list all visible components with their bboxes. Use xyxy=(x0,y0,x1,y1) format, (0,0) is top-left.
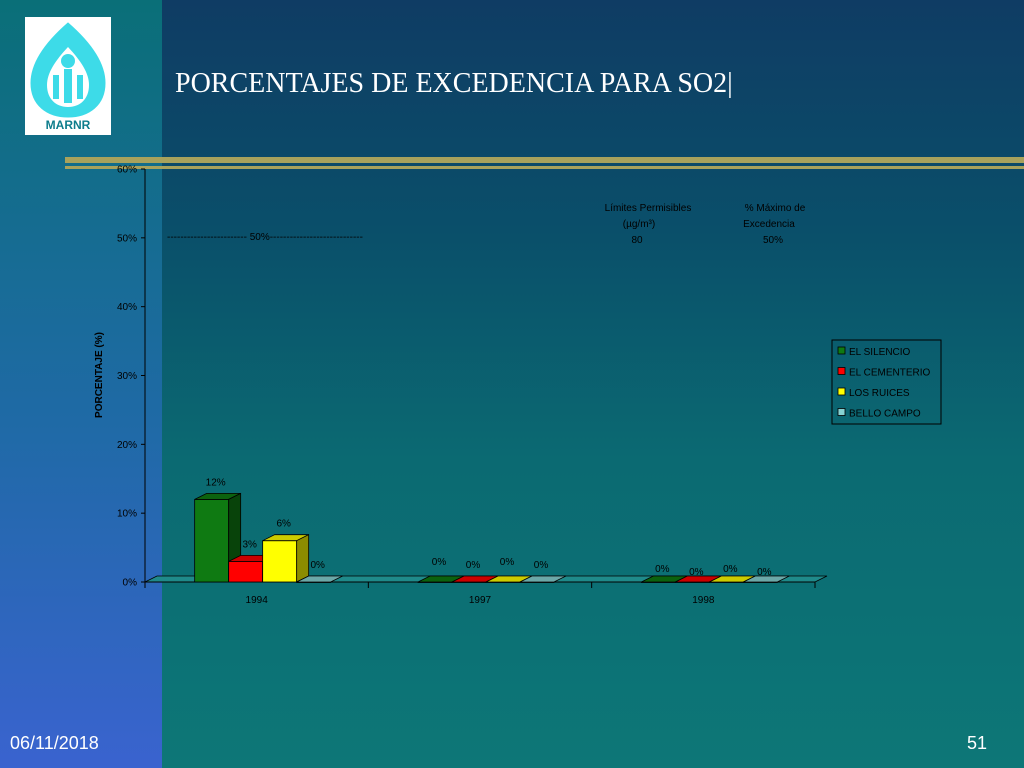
max-heading-2: Excedencia xyxy=(743,219,795,230)
data-label: 0% xyxy=(655,564,670,575)
bar xyxy=(194,498,230,583)
bar xyxy=(262,540,298,583)
y-tick-label: 20% xyxy=(117,440,137,451)
logo-text: MARNR xyxy=(45,118,91,132)
x-tick-label: 1994 xyxy=(246,595,269,606)
y-tick-label: 10% xyxy=(117,509,137,520)
bars-layer xyxy=(194,492,790,583)
data-label: 0% xyxy=(534,560,549,571)
bar xyxy=(228,560,264,583)
legend-swatch xyxy=(837,408,846,416)
data-label: 0% xyxy=(466,560,481,571)
y-axis-title: PORCENTAJE (%) xyxy=(94,332,105,418)
limits-unit: (µg/m³) xyxy=(623,219,655,230)
data-label: 0% xyxy=(723,564,738,575)
y-tick-label: 50% xyxy=(117,233,137,244)
max-heading: % Máximo de xyxy=(745,203,806,214)
bar-side xyxy=(296,534,310,583)
data-label: 0% xyxy=(432,557,447,568)
footer-date: 06/11/2018 xyxy=(10,733,99,753)
legend-label: BELLO CAMPO xyxy=(849,409,921,420)
legend-swatch xyxy=(837,387,846,396)
y-tick-label: 60% xyxy=(117,165,137,176)
legend-label: LOS RUICES xyxy=(849,388,910,399)
chart-legend: EL SILENCIO EL CEMENTERIO LOS RUICES BELLO … xyxy=(831,339,942,425)
slide-title: PORCENTAJES DE EXCEDENCIA PARA SO2| xyxy=(175,68,733,99)
legend-label: EL SILENCIO xyxy=(849,347,911,358)
bar-top xyxy=(743,575,790,583)
bar-top xyxy=(519,575,567,583)
y-tick-label: 40% xyxy=(117,302,137,313)
marnr-logo: MARNR xyxy=(25,17,111,135)
data-label: 0% xyxy=(689,567,704,578)
bar-top xyxy=(296,575,343,583)
data-label: 12% xyxy=(206,477,226,488)
title-rule-bottom xyxy=(65,166,1024,169)
x-tick-label: 1997 xyxy=(469,595,492,606)
footer-page-number: 51 xyxy=(967,733,988,753)
labels-layer: 12% 3% 6% 0% 0% 0% 0% 0% 0% 0% 0% 0% xyxy=(206,477,772,578)
limits-heading: Límites Permisibles xyxy=(605,203,692,214)
data-label: 0% xyxy=(310,560,325,571)
legend-label: EL CEMENTERIO xyxy=(849,368,931,379)
title-rule-top xyxy=(65,157,1024,163)
data-label: 0% xyxy=(757,567,772,578)
limits-value: 80 xyxy=(631,235,643,246)
legend-swatch xyxy=(837,367,846,375)
data-label: 3% xyxy=(242,539,257,550)
y-tick-label: 30% xyxy=(117,371,137,382)
data-label: 0% xyxy=(500,557,515,568)
legend-box xyxy=(831,339,942,425)
logo-emblem-icon xyxy=(30,22,106,118)
x-tick-label: 1998 xyxy=(692,595,715,606)
y-tick-label: 0% xyxy=(123,578,138,589)
reference-line-label: ------------------------ 50%------------… xyxy=(167,232,363,243)
max-value: 50% xyxy=(763,235,783,246)
data-label: 6% xyxy=(276,519,291,530)
legend-swatch xyxy=(837,346,846,355)
